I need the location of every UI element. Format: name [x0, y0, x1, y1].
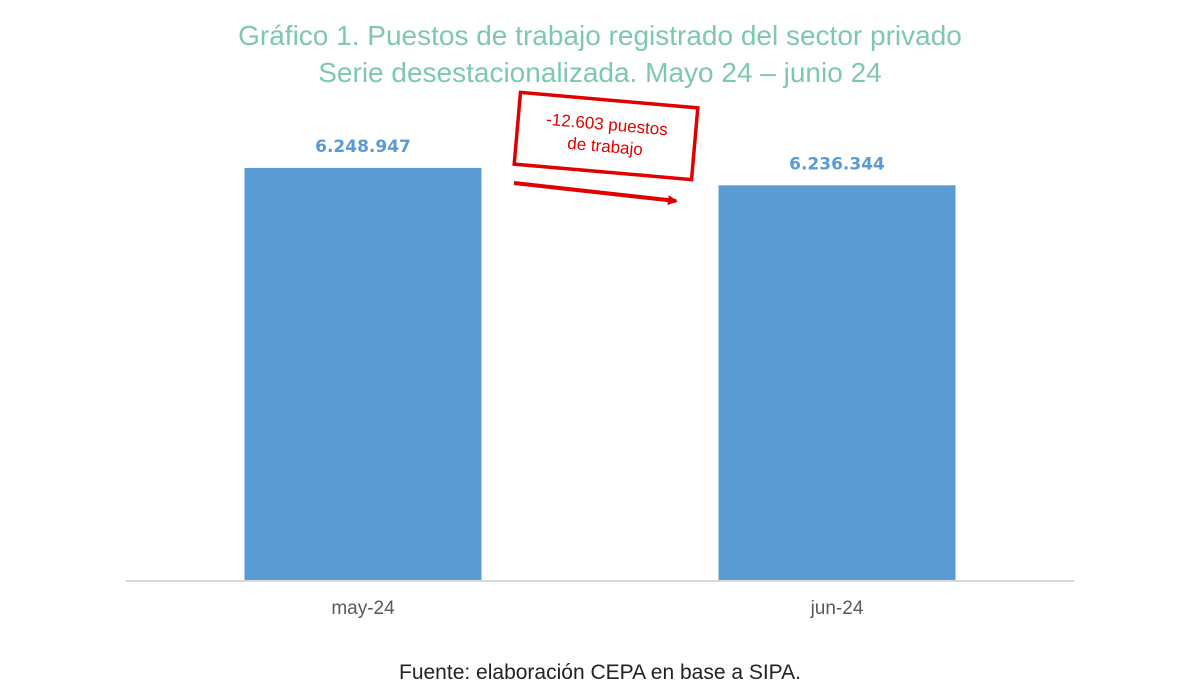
source-note: Fuente: elaboración CEPA en base a SIPA.: [399, 661, 801, 684]
chart-title: Gráfico 1. Puestos de trabajo registrado…: [238, 20, 962, 51]
annotation-arrow: [513, 181, 678, 206]
x-tick-label-jun-24: jun-24: [810, 598, 864, 619]
chart-subtitle: Serie desestacionalizada. Mayo 24 – juni…: [318, 57, 881, 88]
change-annotation: -12.603 puestos de trabajo: [512, 90, 700, 206]
bar-may-24: [244, 167, 482, 581]
annotation-box: [512, 90, 700, 182]
x-tick-label-may-24: may-24: [331, 598, 395, 619]
value-label-jun-24: 6.236.344: [789, 154, 885, 174]
value-label-may-24: 6.248.947: [315, 137, 411, 157]
bar-jun-24: [718, 185, 956, 582]
bars-layer: 6.248.947 may-24 6.236.344 jun-24: [244, 137, 956, 619]
